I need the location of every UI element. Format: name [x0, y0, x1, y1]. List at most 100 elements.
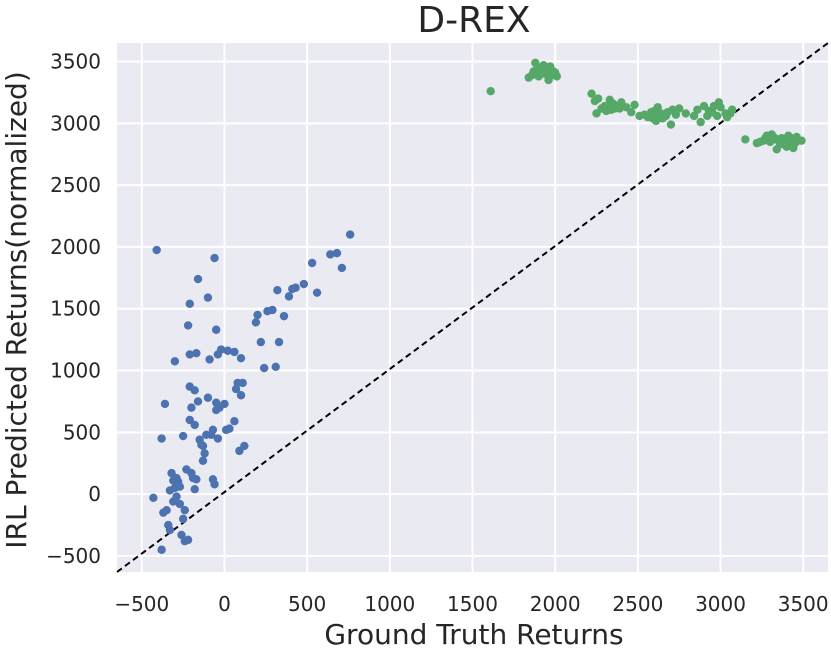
series-points	[149, 230, 355, 554]
data-point	[170, 357, 180, 366]
data-point	[240, 441, 249, 451]
x-tick-label: −500	[114, 592, 169, 616]
data-point	[666, 120, 676, 129]
data-point	[716, 103, 725, 112]
data-point	[213, 434, 223, 443]
y-tick-label: −500	[46, 544, 101, 568]
y-tick-label: 1500	[50, 297, 101, 321]
data-point	[193, 274, 203, 284]
data-point	[284, 292, 294, 301]
data-point	[203, 393, 213, 402]
data-point	[187, 403, 196, 412]
data-point	[220, 399, 229, 409]
x-axis-label: Ground Truth Returns	[324, 618, 623, 651]
x-tick-label: 3000	[695, 592, 746, 616]
x-tick-label: 1500	[447, 592, 498, 616]
data-point	[345, 230, 355, 239]
data-point	[192, 475, 201, 484]
data-point	[203, 293, 213, 302]
data-point	[271, 362, 280, 372]
data-point	[149, 493, 158, 503]
data-point	[198, 456, 208, 465]
x-tick-label: 2000	[530, 592, 581, 616]
data-point	[183, 321, 193, 330]
data-point	[259, 363, 269, 373]
y-tick-label: 1000	[50, 359, 101, 383]
x-tick-label: 1000	[364, 592, 415, 616]
data-point	[230, 417, 239, 426]
data-point	[152, 245, 161, 255]
y-axis-label: IRL Predicted Returns(normalized)	[0, 71, 33, 549]
data-point	[205, 355, 214, 364]
data-point	[251, 318, 261, 327]
data-point	[587, 89, 596, 98]
data-point	[253, 310, 262, 320]
data-point	[238, 378, 247, 388]
y-tick-label: 2500	[50, 173, 101, 197]
data-point	[212, 325, 221, 334]
data-point	[178, 431, 188, 441]
data-point	[210, 253, 219, 263]
data-point	[236, 353, 246, 363]
chart-title: D-REX	[417, 0, 530, 41]
data-point	[268, 305, 277, 315]
data-point	[223, 346, 232, 355]
data-point	[162, 506, 171, 515]
y-tick-label: 0	[88, 482, 101, 506]
data-point	[486, 87, 495, 96]
data-point	[157, 434, 166, 443]
data-point	[332, 248, 342, 258]
data-point	[256, 337, 266, 347]
data-point	[552, 72, 562, 81]
data-point	[225, 424, 234, 433]
data-point	[193, 397, 203, 406]
data-point	[312, 288, 322, 297]
data-point	[185, 299, 194, 308]
data-point	[741, 135, 750, 144]
data-point	[190, 420, 199, 430]
y-tick-label: 2000	[50, 235, 101, 259]
data-point	[160, 399, 170, 409]
data-point	[183, 535, 193, 545]
data-point	[175, 482, 185, 491]
data-point	[727, 105, 737, 114]
data-point	[674, 104, 684, 113]
data-point	[337, 263, 347, 273]
data-point	[216, 345, 226, 354]
series-points	[486, 58, 806, 154]
data-point	[693, 105, 702, 114]
y-tick-labels: −500 0 500 1000 1500 2000 2500 3000 3500	[46, 50, 101, 568]
reference-line-group	[116, 42, 829, 573]
data-point	[273, 285, 282, 295]
data-point	[180, 506, 189, 515]
data-point	[185, 350, 194, 359]
data-point	[190, 484, 199, 494]
data-point	[175, 499, 185, 509]
y-tick-label: 3000	[50, 111, 101, 135]
data-point	[593, 94, 603, 103]
data-point	[208, 425, 218, 435]
x-tick-labels: −500 0 500 1000 1500 2000 2500 3000 3500	[114, 592, 828, 616]
data-point	[307, 258, 317, 268]
data-point	[291, 283, 300, 292]
data-point	[230, 347, 239, 357]
data-point	[157, 545, 166, 554]
identity-reference-line	[116, 42, 829, 573]
data-point	[681, 109, 690, 118]
data-point	[190, 386, 199, 395]
x-tick-label: 0	[218, 592, 231, 616]
data-point	[177, 530, 186, 540]
data-point	[178, 514, 188, 524]
data-point	[236, 391, 246, 400]
x-tick-label: 2500	[612, 592, 663, 616]
data-point	[653, 103, 662, 112]
y-tick-label: 500	[63, 420, 101, 444]
data-point	[165, 525, 175, 535]
x-tick-label: 500	[288, 592, 326, 616]
data-point	[279, 311, 289, 321]
data-points	[149, 58, 806, 554]
data-point	[326, 250, 335, 259]
data-point	[192, 349, 201, 358]
y-tick-label: 3500	[50, 50, 101, 74]
